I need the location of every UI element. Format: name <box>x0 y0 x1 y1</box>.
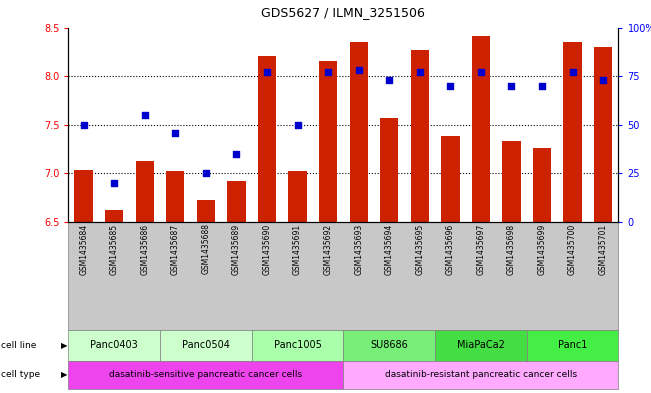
Bar <box>258 56 276 222</box>
Point <box>598 77 609 83</box>
Text: MiaPaCa2: MiaPaCa2 <box>457 340 505 351</box>
Point <box>139 112 150 118</box>
Point <box>506 83 517 89</box>
Point <box>568 69 578 75</box>
Bar <box>105 210 124 222</box>
Bar <box>411 50 429 222</box>
Point <box>170 129 180 136</box>
Bar <box>533 148 551 222</box>
Text: dasatinib-resistant pancreatic cancer cells: dasatinib-resistant pancreatic cancer ce… <box>385 371 577 379</box>
Bar <box>472 36 490 222</box>
Text: Panc1: Panc1 <box>558 340 587 351</box>
Bar <box>227 181 245 222</box>
Bar <box>197 200 215 222</box>
Bar <box>74 169 93 222</box>
Text: Panc0504: Panc0504 <box>182 340 230 351</box>
Text: Panc1005: Panc1005 <box>273 340 322 351</box>
Text: cell type: cell type <box>1 371 40 379</box>
Point <box>78 122 89 128</box>
Point <box>323 69 333 75</box>
Text: SU8686: SU8686 <box>370 340 408 351</box>
Bar <box>594 47 613 222</box>
Text: dasatinib-sensitive pancreatic cancer cells: dasatinib-sensitive pancreatic cancer ce… <box>109 371 303 379</box>
Point <box>231 151 242 157</box>
Bar <box>166 171 184 222</box>
Point <box>476 69 486 75</box>
Text: Panc0403: Panc0403 <box>90 340 138 351</box>
Point <box>262 69 272 75</box>
Text: ▶: ▶ <box>61 341 67 350</box>
Text: ▶: ▶ <box>61 371 67 379</box>
Text: GDS5627 / ILMN_3251506: GDS5627 / ILMN_3251506 <box>262 6 425 19</box>
Bar <box>380 118 398 222</box>
Bar <box>563 42 582 222</box>
Point <box>353 67 364 73</box>
Bar <box>350 42 368 222</box>
Bar <box>441 136 460 222</box>
Text: cell line: cell line <box>1 341 36 350</box>
Bar <box>288 171 307 222</box>
Point <box>201 170 211 176</box>
Bar <box>319 61 337 222</box>
Point <box>292 122 303 128</box>
Point <box>445 83 456 89</box>
Bar <box>503 141 521 222</box>
Point <box>415 69 425 75</box>
Point <box>109 180 119 186</box>
Bar <box>135 161 154 222</box>
Point <box>537 83 547 89</box>
Point <box>384 77 395 83</box>
